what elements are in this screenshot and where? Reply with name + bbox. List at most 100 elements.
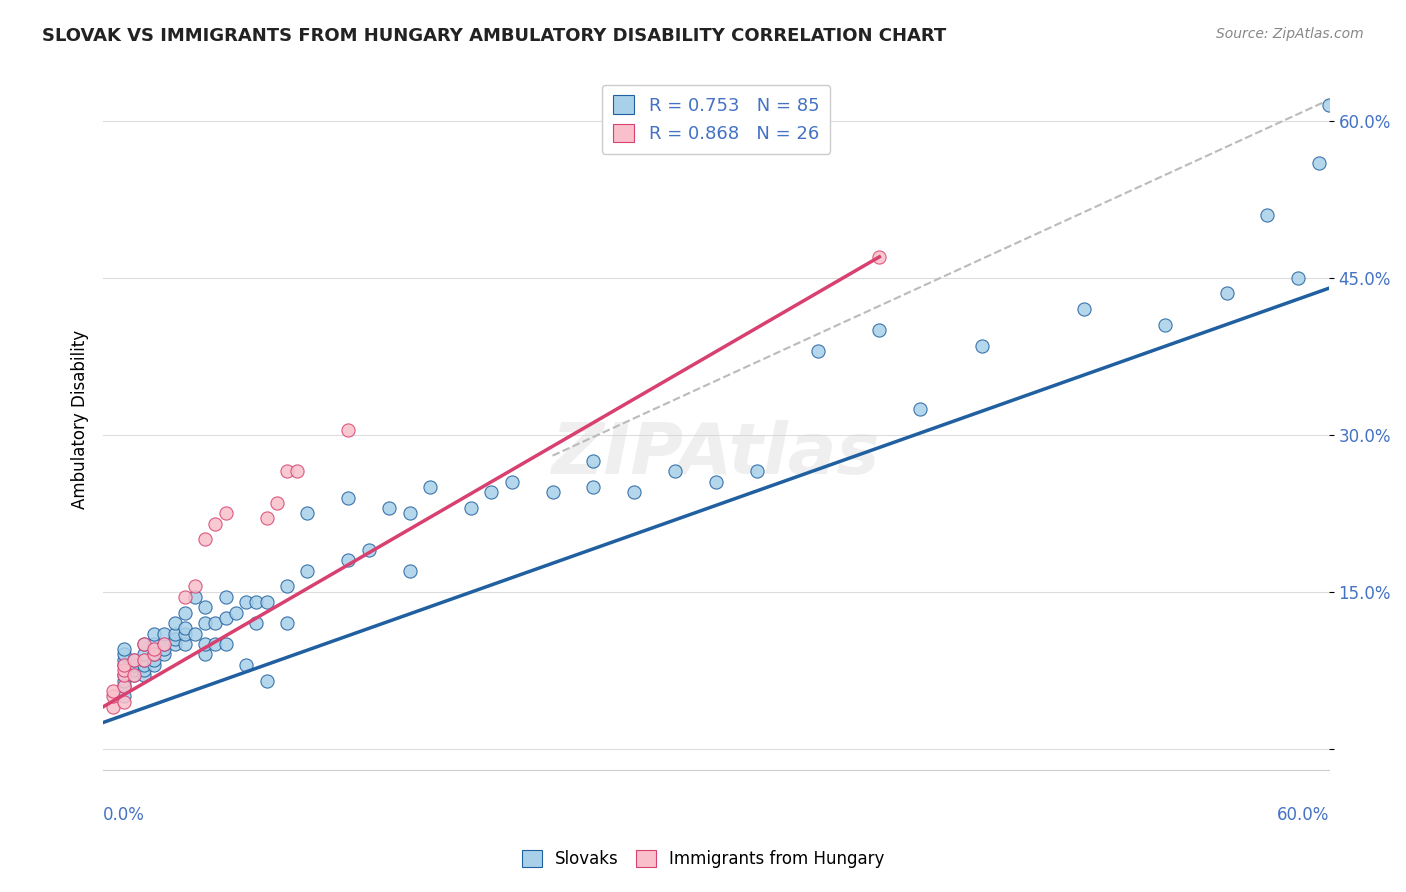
Point bbox=[184, 590, 207, 604]
Point bbox=[1073, 302, 1095, 317]
Point bbox=[132, 653, 155, 667]
Legend: Slovaks, Immigrants from Hungary: Slovaks, Immigrants from Hungary bbox=[515, 843, 891, 875]
Point bbox=[153, 637, 176, 651]
Point bbox=[143, 626, 166, 640]
Point bbox=[419, 480, 441, 494]
Point bbox=[623, 485, 645, 500]
Point bbox=[103, 699, 125, 714]
Point bbox=[194, 637, 217, 651]
Point bbox=[132, 657, 155, 672]
Point bbox=[153, 642, 176, 657]
Point bbox=[460, 501, 482, 516]
Point bbox=[132, 637, 155, 651]
Point bbox=[103, 690, 125, 704]
Point bbox=[541, 485, 564, 500]
Point bbox=[184, 579, 207, 593]
Point bbox=[153, 637, 176, 651]
Point bbox=[112, 679, 135, 693]
Text: 0.0%: 0.0% bbox=[103, 806, 145, 824]
Point bbox=[112, 695, 135, 709]
Point bbox=[215, 611, 238, 625]
Point bbox=[276, 464, 298, 478]
Point bbox=[357, 542, 380, 557]
Point bbox=[122, 668, 145, 682]
Point bbox=[1256, 208, 1278, 222]
Text: Source: ZipAtlas.com: Source: ZipAtlas.com bbox=[1216, 27, 1364, 41]
Point bbox=[256, 673, 278, 688]
Point bbox=[112, 657, 135, 672]
Point bbox=[132, 648, 155, 662]
Point bbox=[297, 564, 319, 578]
Point bbox=[143, 657, 166, 672]
Point bbox=[112, 653, 135, 667]
Point bbox=[285, 464, 308, 478]
Point bbox=[266, 496, 288, 510]
Point bbox=[807, 344, 830, 359]
Point bbox=[1308, 155, 1330, 169]
Point bbox=[122, 657, 145, 672]
Point bbox=[112, 673, 135, 688]
Point bbox=[501, 475, 523, 489]
Point bbox=[745, 464, 768, 478]
Point bbox=[378, 501, 401, 516]
Point bbox=[173, 626, 195, 640]
Point bbox=[245, 595, 267, 609]
Point bbox=[194, 600, 217, 615]
Point bbox=[337, 491, 360, 505]
Point bbox=[337, 423, 360, 437]
Point bbox=[868, 323, 890, 337]
Point bbox=[132, 668, 155, 682]
Point bbox=[1286, 270, 1309, 285]
Text: ZIPAtlas: ZIPAtlas bbox=[551, 419, 880, 489]
Point bbox=[910, 401, 932, 416]
Point bbox=[194, 533, 217, 547]
Point bbox=[704, 475, 727, 489]
Point bbox=[122, 663, 145, 677]
Point bbox=[1215, 286, 1237, 301]
Point bbox=[163, 637, 186, 651]
Point bbox=[163, 632, 186, 646]
Point bbox=[398, 506, 420, 520]
Point bbox=[112, 679, 135, 693]
Point bbox=[143, 637, 166, 651]
Point bbox=[173, 621, 195, 635]
Point bbox=[153, 626, 176, 640]
Point bbox=[215, 506, 238, 520]
Point bbox=[112, 668, 135, 682]
Point bbox=[163, 616, 186, 631]
Legend: R = 0.753   N = 85, R = 0.868   N = 26: R = 0.753 N = 85, R = 0.868 N = 26 bbox=[602, 85, 830, 154]
Point bbox=[204, 616, 226, 631]
Point bbox=[173, 637, 195, 651]
Point bbox=[215, 637, 238, 651]
Point bbox=[143, 648, 166, 662]
Point bbox=[173, 590, 195, 604]
Point bbox=[143, 653, 166, 667]
Point bbox=[194, 616, 217, 631]
Text: SLOVAK VS IMMIGRANTS FROM HUNGARY AMBULATORY DISABILITY CORRELATION CHART: SLOVAK VS IMMIGRANTS FROM HUNGARY AMBULA… bbox=[42, 27, 946, 45]
Point bbox=[1317, 98, 1340, 112]
Point bbox=[204, 516, 226, 531]
Point bbox=[225, 606, 247, 620]
Point bbox=[112, 642, 135, 657]
Point bbox=[582, 480, 605, 494]
Point bbox=[256, 595, 278, 609]
Point bbox=[132, 653, 155, 667]
Point bbox=[276, 579, 298, 593]
Point bbox=[215, 590, 238, 604]
Text: 60.0%: 60.0% bbox=[1277, 806, 1329, 824]
Point bbox=[235, 657, 257, 672]
Point bbox=[1154, 318, 1177, 332]
Point bbox=[153, 648, 176, 662]
Point bbox=[479, 485, 502, 500]
Point bbox=[868, 250, 890, 264]
Point bbox=[970, 339, 993, 353]
Point bbox=[256, 511, 278, 525]
Point bbox=[337, 553, 360, 567]
Point bbox=[112, 648, 135, 662]
Point bbox=[184, 626, 207, 640]
Point bbox=[103, 684, 125, 698]
Point bbox=[132, 637, 155, 651]
Point bbox=[235, 595, 257, 609]
Point bbox=[194, 648, 217, 662]
Point bbox=[173, 606, 195, 620]
